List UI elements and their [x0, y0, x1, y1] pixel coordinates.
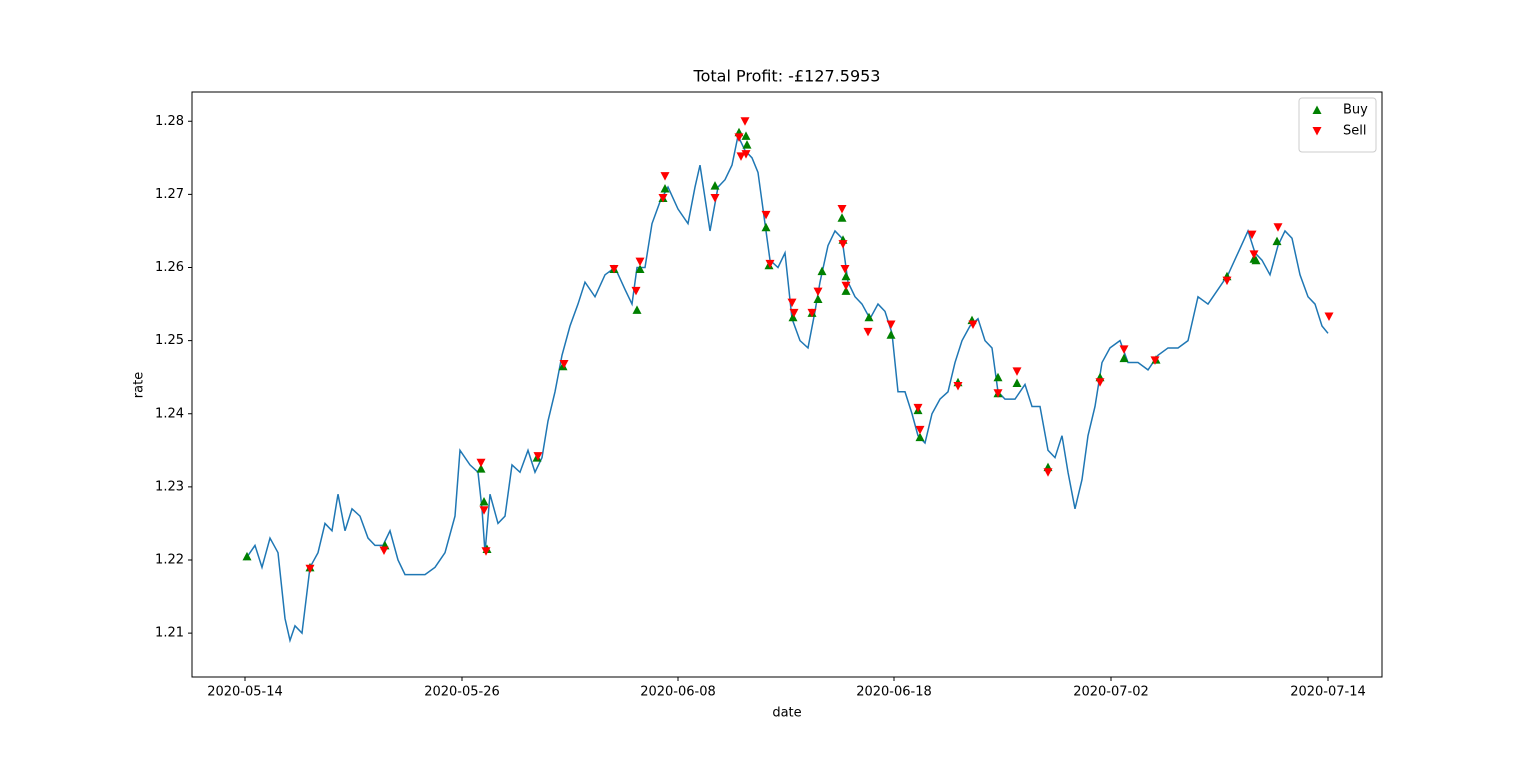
trade-marker [242, 551, 252, 561]
trade-marker [813, 287, 823, 297]
trade-marker [305, 564, 315, 574]
trade-marker [915, 432, 925, 442]
trade-marker [1249, 250, 1259, 259]
y-tick-label: 1.21 [155, 626, 184, 641]
trade-marker [788, 312, 798, 322]
trade-marker [864, 312, 874, 322]
trade-marker [807, 308, 817, 318]
trade-marker [1251, 255, 1261, 265]
trade-marker [481, 547, 491, 556]
y-tick-label: 1.26 [155, 260, 184, 275]
legend-label: Buy [1343, 103, 1368, 118]
y-tick-label: 1.28 [155, 114, 184, 129]
y-tick-label: 1.23 [155, 479, 184, 494]
trade-marker [479, 506, 489, 515]
trade-marker [635, 264, 645, 273]
trade-marker [840, 264, 850, 274]
trade-marker [841, 271, 851, 281]
trade-marker [476, 458, 486, 468]
legend-marker [1312, 127, 1322, 136]
trade-marker [789, 308, 799, 318]
trade-marker [635, 257, 645, 267]
trade-marker [913, 403, 923, 413]
x-tick-label: 2020-06-18 [856, 685, 932, 700]
trade-marker [710, 181, 720, 190]
trade-marker [761, 210, 771, 220]
trade-marker [1324, 312, 1334, 321]
trade-marker [476, 464, 486, 473]
trade-marker [710, 194, 720, 203]
y-tick-label: 1.25 [155, 333, 184, 348]
trade-marker [993, 372, 1003, 382]
trade-marker [993, 389, 1003, 398]
trade-marker [559, 360, 569, 369]
x-axis-label: date [772, 706, 801, 721]
trade-marker [1095, 378, 1105, 387]
trade-marker [660, 172, 670, 181]
trade-marker [953, 381, 963, 391]
trade-marker [658, 194, 668, 203]
trade-marker [817, 266, 827, 276]
plot-frame [191, 91, 1383, 678]
trade-marker [1272, 236, 1282, 246]
x-tick-label: 2020-05-14 [207, 685, 283, 700]
y-tick-label: 1.24 [155, 406, 184, 421]
y-tick-label: 1.27 [155, 187, 184, 202]
legend-label: Sell [1343, 124, 1366, 139]
trade-marker [787, 298, 797, 308]
trade-marker [736, 152, 746, 161]
trade-marker [968, 320, 978, 330]
trade-marker [1247, 230, 1257, 240]
trade-marker [660, 184, 670, 193]
y-axis-label: rate [132, 372, 147, 398]
trade-marker [1119, 345, 1129, 354]
trade-marker [742, 140, 752, 149]
trade-marker [631, 286, 641, 296]
trade-marker [740, 117, 750, 126]
trade-marker [1012, 367, 1022, 376]
x-tick-label: 2020-06-08 [640, 685, 716, 700]
trade-marker [761, 222, 771, 232]
trade-marker [813, 294, 823, 303]
trade-marker [841, 281, 851, 291]
trade-marker [886, 320, 896, 330]
trade-marker [1119, 353, 1129, 363]
trade-marker [379, 546, 389, 555]
legend-marker [1312, 105, 1322, 114]
trade-marker [837, 213, 847, 222]
trade-marker [915, 425, 925, 435]
trade-marker [741, 131, 751, 140]
trade-marker [1150, 356, 1160, 365]
trade-marker [632, 305, 642, 314]
trade-marker [479, 497, 489, 506]
x-tick-label: 2020-07-02 [1073, 685, 1149, 700]
chart-title: Total Profit: -£127.5953 [693, 67, 881, 86]
trade-marker [734, 133, 744, 142]
trade-marker [837, 205, 847, 214]
trade-marker [1222, 276, 1232, 286]
trade-marker [838, 240, 848, 249]
trade-marker [1043, 468, 1053, 477]
trade-marker [886, 330, 896, 339]
trade-marker [609, 264, 619, 274]
trade-marker [741, 150, 751, 159]
x-tick-label: 2020-05-26 [424, 685, 500, 700]
trade-marker [1012, 378, 1022, 388]
trade-marker [841, 286, 851, 295]
trade-marker [863, 327, 873, 337]
x-tick-label: 2020-07-14 [1290, 685, 1366, 700]
trade-marker [1273, 223, 1283, 232]
y-tick-label: 1.22 [155, 553, 184, 568]
trade-marker [533, 452, 543, 461]
trade-marker [765, 259, 775, 269]
